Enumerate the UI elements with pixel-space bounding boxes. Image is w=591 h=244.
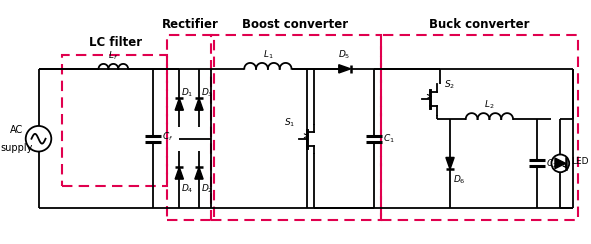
Text: $D_4$: $D_4$ <box>181 182 194 194</box>
Text: $D_1$: $D_1$ <box>181 87 194 99</box>
Text: $L_1$: $L_1$ <box>262 49 273 61</box>
Bar <box>381 35 578 220</box>
Text: Rectifier: Rectifier <box>162 19 219 31</box>
Text: $L_2$: $L_2$ <box>484 99 495 111</box>
Text: $C_f$: $C_f$ <box>161 131 173 143</box>
Text: $D_6$: $D_6$ <box>453 173 466 186</box>
Text: $S_2$: $S_2$ <box>444 79 455 92</box>
Polygon shape <box>175 98 183 110</box>
Bar <box>62 55 167 186</box>
Polygon shape <box>446 157 454 169</box>
Text: Buck converter: Buck converter <box>429 19 530 31</box>
Text: $C_2$: $C_2$ <box>545 157 557 170</box>
Text: LC filter: LC filter <box>89 36 142 49</box>
Polygon shape <box>555 158 566 169</box>
Text: Boost converter: Boost converter <box>242 19 349 31</box>
Text: $D_2$: $D_2$ <box>201 182 213 194</box>
Bar <box>167 35 214 220</box>
Polygon shape <box>195 167 203 179</box>
Text: $D_3$: $D_3$ <box>201 87 213 99</box>
Text: supply: supply <box>1 143 33 153</box>
Polygon shape <box>175 167 183 179</box>
Polygon shape <box>195 98 203 110</box>
Text: LED: LED <box>571 157 589 166</box>
Text: $C_1$: $C_1$ <box>383 132 395 145</box>
Text: $L_f$: $L_f$ <box>108 50 118 62</box>
Text: $D_5$: $D_5$ <box>339 49 351 61</box>
Polygon shape <box>339 65 350 73</box>
Bar <box>211 35 381 220</box>
Text: $S_1$: $S_1$ <box>284 116 296 129</box>
Text: AC: AC <box>10 125 24 135</box>
